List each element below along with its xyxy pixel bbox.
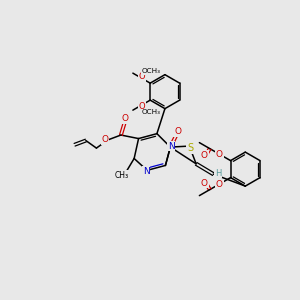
Text: O: O xyxy=(138,102,145,111)
Text: OCH₃: OCH₃ xyxy=(142,109,161,115)
Text: H: H xyxy=(215,169,221,178)
Text: O: O xyxy=(201,151,208,160)
Text: S: S xyxy=(187,143,194,153)
Text: O: O xyxy=(201,178,208,188)
Text: O: O xyxy=(216,180,223,189)
Text: O: O xyxy=(121,114,128,123)
Text: O: O xyxy=(138,72,145,81)
Text: N: N xyxy=(168,142,175,151)
Text: OCH₃: OCH₃ xyxy=(142,68,161,74)
Text: O: O xyxy=(174,127,181,136)
Text: O: O xyxy=(101,136,108,145)
Text: O: O xyxy=(216,150,223,159)
Text: CH₃: CH₃ xyxy=(115,171,129,180)
Text: N: N xyxy=(143,167,149,176)
